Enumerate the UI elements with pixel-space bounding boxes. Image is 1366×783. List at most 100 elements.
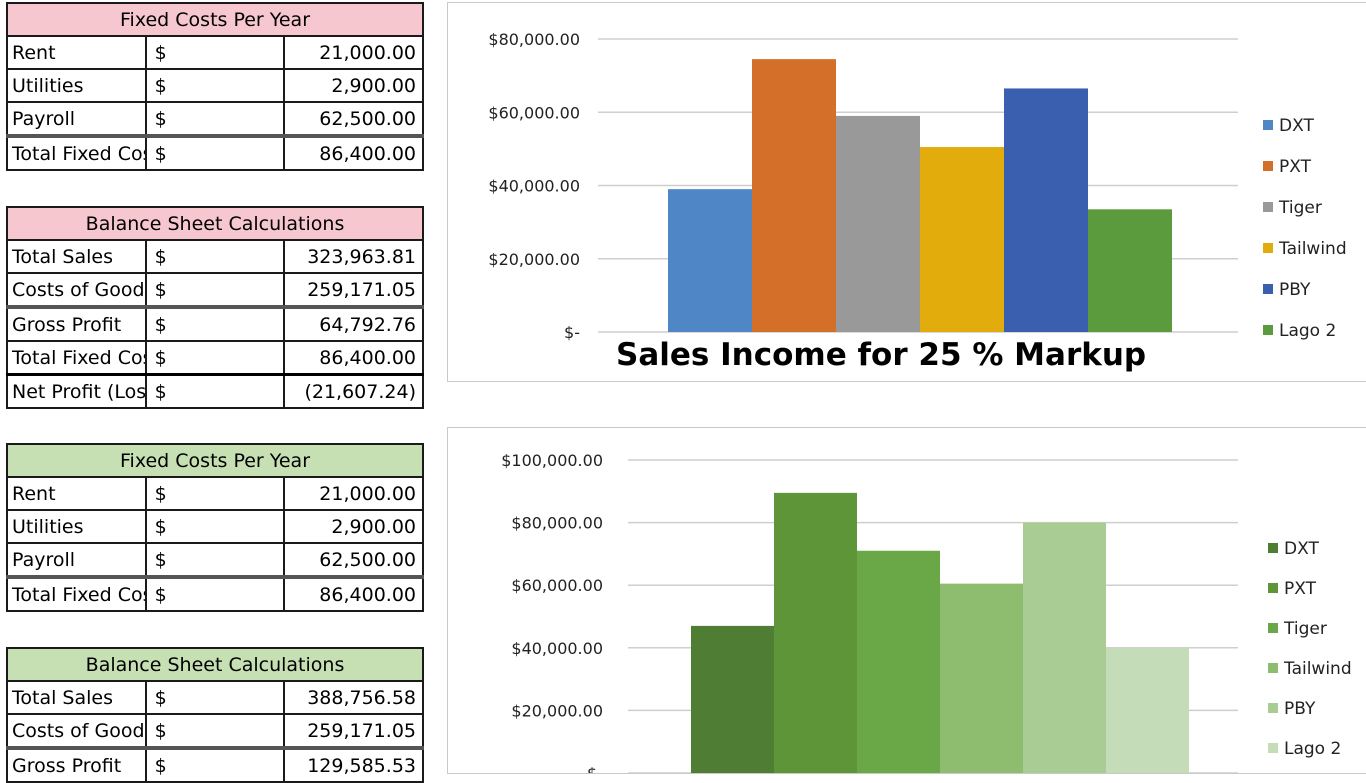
bar-tailwind [940, 583, 1023, 773]
row-label: Utilities [6, 68, 147, 103]
bar-tiger [836, 115, 920, 332]
legend-swatch [1268, 703, 1278, 713]
y-tick-label: $60,000.00 [511, 576, 603, 595]
bar-lago-2 [1088, 209, 1172, 332]
row-value: 323,963.81 [283, 239, 424, 274]
table-row: Total Sales $ 323,963.81 [6, 239, 424, 274]
legend-swatch [1263, 120, 1273, 130]
legend-label: Lago 2 [1284, 739, 1341, 759]
legend-label: Lago 2 [1279, 321, 1336, 341]
row-currency: $ [144, 305, 286, 342]
row-value: 2,900.00 [283, 68, 424, 103]
table-row: Utilities $ 2,900.00 [6, 68, 424, 103]
fixed-costs-table-2: Fixed Costs Per Year Rent $ 21,000.00 Ut… [6, 443, 424, 612]
row-value: (21,607.24) [283, 373, 424, 409]
table-row: Net Profit (Loss) $ (21,607.24) [6, 373, 424, 409]
y-tick-label: $100,000.00 [501, 451, 603, 470]
row-currency: $ [144, 134, 286, 171]
table-row: Total Fixed Costs $ 86,400.00 [6, 340, 424, 376]
legend-label: Tailwind [1278, 239, 1347, 259]
row-value: 86,400.00 [283, 134, 424, 171]
bar-dxt [668, 189, 752, 332]
legend-swatch [1268, 623, 1278, 633]
table-row: Costs of Goods Sold $ 259,171.05 [6, 272, 424, 308]
balance-sheet-table-1: Balance Sheet Calculations Total Sales $… [6, 206, 424, 409]
table-row: Costs of Goods Sold $ 259,171.05 [6, 713, 424, 749]
row-value: 62,500.00 [283, 542, 424, 578]
row-label: Total Fixed Costs [6, 340, 147, 376]
row-value: 62,500.00 [283, 101, 424, 137]
legend-label: PBY [1284, 699, 1316, 719]
row-value: 21,000.00 [283, 35, 424, 70]
row-value: 64,792.76 [283, 305, 424, 342]
table-row: Gross Profit $ 64,792.76 [6, 305, 424, 342]
table-row: Total Fixed Costs $ 86,400.00 [6, 134, 424, 171]
row-label: Gross Profit [6, 746, 147, 783]
table-row: Gross Profit $ 129,585.53 [6, 746, 424, 783]
table-title: Fixed Costs Per Year [6, 443, 424, 478]
row-currency: $ [144, 713, 286, 749]
row-label: Total Fixed Costs [6, 134, 147, 171]
row-value: 86,400.00 [283, 575, 424, 612]
row-currency: $ [144, 746, 286, 783]
y-tick-label: $80,000.00 [488, 30, 580, 49]
row-label: Costs of Goods Sold [6, 713, 147, 749]
y-tick-label: $20,000.00 [488, 250, 580, 269]
legend-swatch [1268, 583, 1278, 593]
row-label: Payroll [6, 101, 147, 137]
legend-label: Tailwind [1283, 659, 1352, 679]
y-tick-label: $- [587, 764, 603, 773]
row-value: 21,000.00 [283, 476, 424, 511]
chart-svg: $- $20,000.00 $40,000.00 $60,000.00 $80,000.… [501, 451, 1352, 773]
row-currency: $ [144, 509, 286, 544]
row-value: 259,171.05 [283, 713, 424, 749]
chart-title: Sales Income for 25 % Markup [616, 337, 1146, 373]
row-label: Rent [6, 476, 147, 511]
row-label: Costs of Goods Sold [6, 272, 147, 308]
sales-income-chart: $- $20,000.00 $40,000.00 $60,000.00 $80,000.… [447, 2, 1366, 382]
table-row: Payroll $ 62,500.00 [6, 101, 424, 137]
table-title: Balance Sheet Calculations [6, 647, 424, 682]
row-label: Total Sales [6, 239, 147, 274]
legend-swatch [1263, 325, 1273, 335]
balance-sheet-table-2: Balance Sheet Calculations Total Sales $… [6, 647, 424, 783]
table-row: Utilities $ 2,900.00 [6, 509, 424, 544]
row-currency: $ [144, 680, 286, 715]
legend-swatch [1263, 243, 1273, 253]
row-label: Utilities [6, 509, 147, 544]
row-currency: $ [144, 575, 286, 612]
row-currency: $ [144, 476, 286, 511]
legend-swatch [1268, 743, 1278, 753]
bar-pby [1004, 88, 1088, 332]
legend-label: DXT [1284, 539, 1319, 559]
legend-label: Tiger [1283, 619, 1327, 639]
legend-label: DXT [1279, 116, 1314, 136]
row-value: 86,400.00 [283, 340, 424, 376]
row-currency: $ [144, 272, 286, 308]
row-currency: $ [144, 373, 286, 409]
table-row: Total Sales $ 388,756.58 [6, 680, 424, 715]
row-label: Rent [6, 35, 147, 70]
row-currency: $ [144, 35, 286, 70]
row-label: Gross Profit [6, 305, 147, 342]
y-tick-label: $60,000.00 [488, 103, 580, 122]
bar-pxt [774, 492, 857, 773]
row-currency: $ [144, 101, 286, 137]
table-row: Rent $ 21,000.00 [6, 35, 424, 70]
legend-swatch [1263, 284, 1273, 294]
table-row: Total Fixed Costs $ 86,400.00 [6, 575, 424, 612]
row-label: Payroll [6, 542, 147, 578]
row-currency: $ [144, 239, 286, 274]
sales-income-chart-2: $- $20,000.00 $40,000.00 $60,000.00 $80,000.… [447, 427, 1366, 774]
row-label: Total Fixed Costs [6, 575, 147, 612]
bar-pxt [752, 59, 836, 333]
chart-svg: $- $20,000.00 $40,000.00 $60,000.00 $80,000.… [488, 30, 1347, 373]
bar-tiger [857, 550, 940, 773]
legend-label: Tiger [1278, 198, 1322, 218]
row-value: 388,756.58 [283, 680, 424, 715]
legend-swatch [1268, 663, 1278, 673]
bar-tailwind [920, 147, 1004, 332]
legend-swatch [1263, 202, 1273, 212]
bar-pby [1023, 522, 1106, 773]
y-tick-label: $40,000.00 [511, 639, 603, 658]
